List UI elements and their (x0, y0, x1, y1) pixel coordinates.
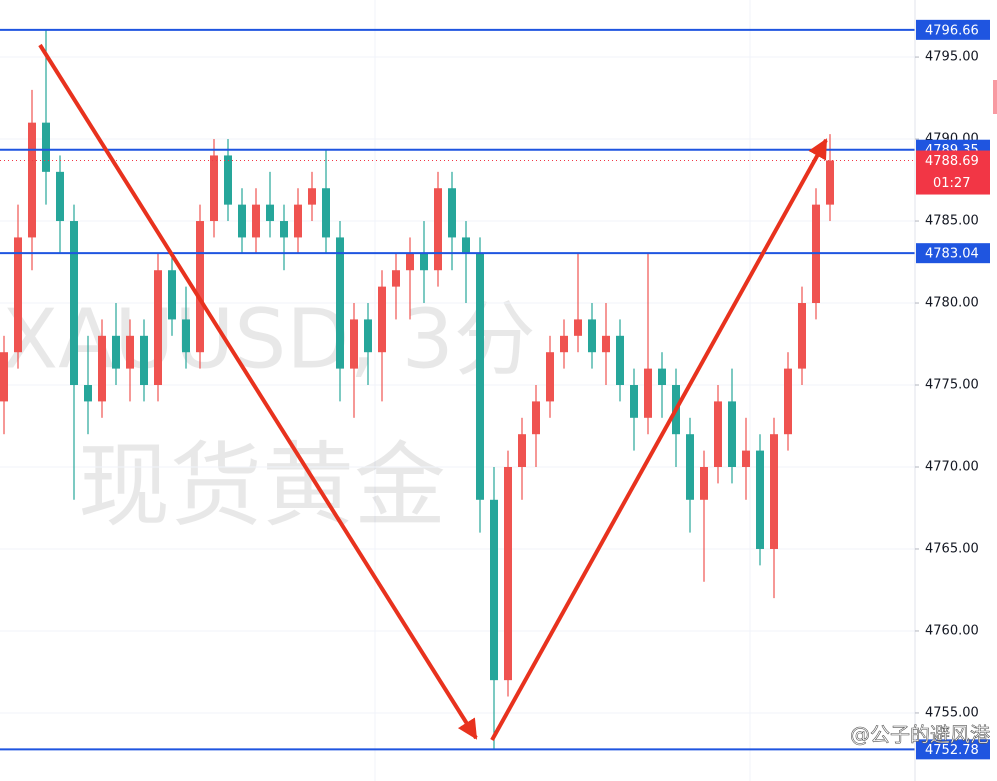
candle-body (686, 434, 694, 500)
candle-body (406, 253, 414, 271)
candle-body (350, 319, 358, 369)
y-tick-label: 4785.00 (925, 214, 979, 229)
candle-body (434, 188, 442, 271)
annotations (38, 43, 828, 741)
candle-body (798, 303, 806, 369)
candle-body (0, 352, 8, 402)
candle-body (462, 237, 470, 254)
candle-body (784, 368, 792, 435)
candle-body (448, 188, 456, 238)
plot-area (0, 28, 915, 751)
candle-body (154, 270, 162, 386)
candle-body (140, 335, 148, 386)
candle-body (420, 253, 428, 271)
watermark-name: 现货黄金 (78, 432, 446, 539)
candle-body (714, 401, 722, 467)
arrow-up (490, 138, 828, 741)
candle-body (308, 188, 316, 205)
y-tick-label: 4775.00 (925, 378, 979, 393)
candle-body (504, 466, 512, 681)
y-tick-label: 4770.00 (925, 459, 979, 474)
candle-body (518, 434, 526, 467)
candle-body (336, 237, 344, 369)
candle-body (378, 286, 386, 353)
candle-body (588, 319, 596, 353)
candle-body (280, 221, 288, 238)
candle-body (546, 352, 554, 402)
candle-body (42, 122, 50, 172)
candle-body (266, 204, 274, 222)
candle-body (112, 335, 120, 369)
level-label-box (916, 19, 990, 40)
candle-body (70, 221, 78, 386)
candle-body (476, 253, 484, 500)
candle-body (742, 450, 750, 467)
current-price-box (916, 150, 990, 195)
y-tick-label: 4780.00 (925, 296, 979, 311)
level-label: 4796.66 (925, 23, 979, 38)
candle-body (252, 204, 260, 238)
candle-body (322, 188, 330, 238)
candle-body (630, 385, 638, 418)
y-tick-label: 4765.00 (925, 541, 979, 556)
candle-body (770, 434, 778, 549)
candle-body (560, 335, 568, 353)
y-tick-label: 4795.00 (925, 50, 979, 65)
price-axis (915, 0, 997, 781)
candle-body (210, 155, 218, 222)
candle-body (224, 155, 232, 205)
candle-body (126, 335, 134, 369)
level-label: 4752.78 (925, 743, 979, 758)
countdown-label: 01:27 (933, 176, 970, 191)
candle-body (182, 319, 190, 353)
candle-body (616, 335, 624, 386)
candle-body (700, 466, 708, 500)
candle-body (728, 401, 736, 467)
y-tick-label: 4755.00 (925, 705, 979, 720)
candle-body (392, 270, 400, 287)
candle-body (826, 160, 834, 205)
candle-body (14, 237, 22, 353)
y-tick-label: 4760.00 (925, 623, 979, 638)
candle-body (756, 450, 764, 549)
arrow-down (38, 43, 478, 740)
candle-body (168, 270, 176, 320)
level-label-box (916, 243, 990, 264)
level-label: 4783.04 (925, 247, 979, 262)
candle-body (84, 385, 92, 402)
candle-body (28, 122, 36, 238)
candle-body (56, 171, 64, 222)
watermark-symbol: XAUUSD, 3分 (2, 292, 536, 387)
candle-body (196, 221, 204, 353)
side-tab (993, 80, 997, 114)
candle-body (490, 499, 498, 681)
candle-body (98, 335, 106, 402)
candle-body (532, 401, 540, 435)
candle-body (294, 204, 302, 238)
candle-body (602, 335, 610, 353)
candle-body (238, 204, 246, 238)
axis-labels: 4755.00 4760.00 4765.00 4770.00 4775.00 4780.… (915, 19, 990, 760)
current-price-label: 4788.69 (925, 154, 979, 169)
level-label-box (916, 739, 990, 760)
candle-body (574, 319, 582, 336)
candle-body (644, 368, 652, 418)
candle-body (364, 319, 372, 353)
corner-watermark: @公子的避风港 (850, 723, 990, 747)
candle-body (658, 368, 666, 386)
